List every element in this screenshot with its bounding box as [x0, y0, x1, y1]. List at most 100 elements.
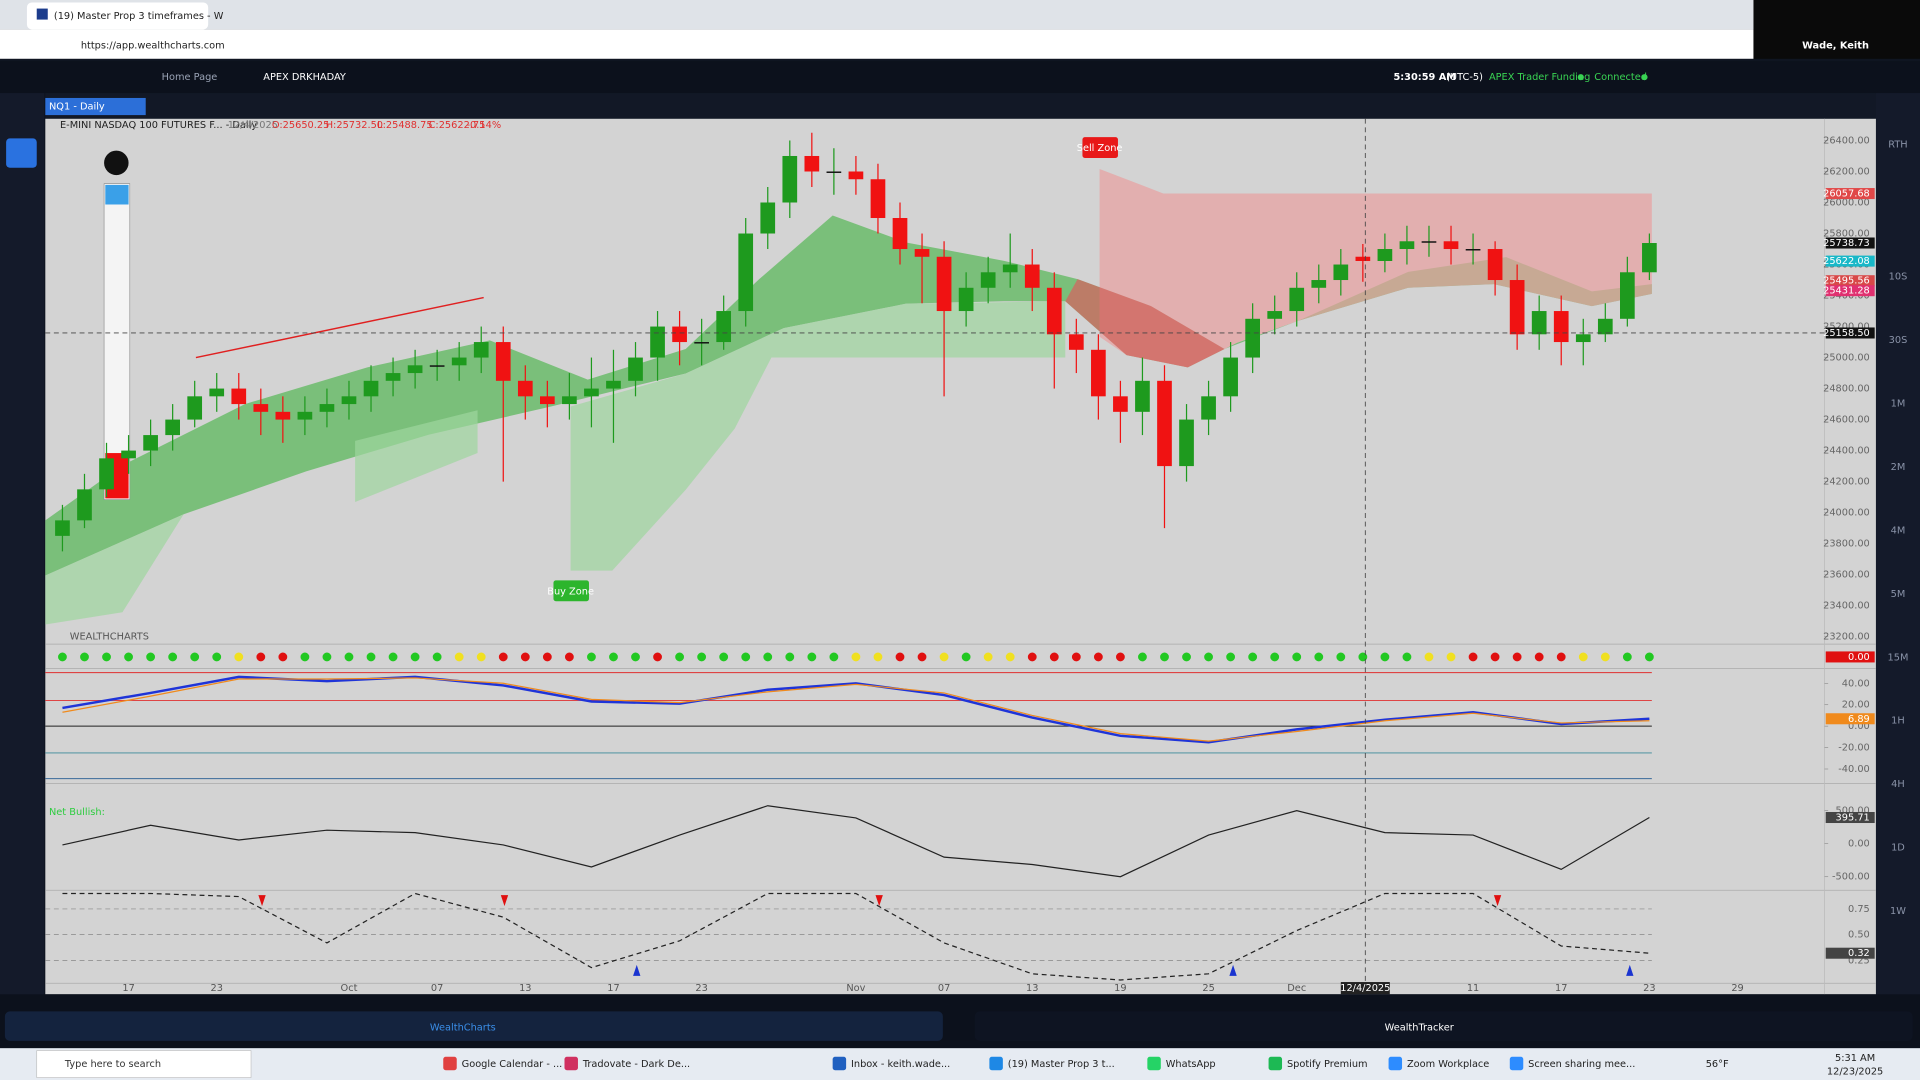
signal-dot: [168, 652, 178, 662]
signal-dot: [1402, 652, 1412, 662]
pin[interactable]: [104, 150, 129, 176]
candle-body: [848, 171, 864, 180]
timeframe[interactable]: 1H: [1891, 716, 1905, 727]
candle-body: [1642, 243, 1657, 273]
status-dot: [1577, 74, 1584, 81]
y-tick-label: 24000.00: [1823, 508, 1870, 519]
candle-body: [319, 404, 335, 412]
candle-body: [936, 256, 952, 312]
signal-dot: [1093, 652, 1103, 662]
timeframe[interactable]: 5M: [1891, 589, 1906, 600]
bottom-tab[interactable]: [974, 1011, 1913, 1041]
last-value-label: 0.00: [1848, 652, 1870, 663]
app-tab[interactable]: APEX DRKHADAY: [263, 72, 346, 83]
taskbar-item[interactable]: WhatsApp: [1166, 1059, 1216, 1070]
candle-body: [1620, 272, 1635, 319]
candle-body: [1201, 396, 1216, 420]
y-tick-label: 25800.00: [1823, 229, 1870, 240]
search-placeholder: Type here to search: [64, 1059, 161, 1070]
signal-dot: [322, 652, 332, 662]
timeframe[interactable]: 30S: [1889, 335, 1908, 346]
symbol-tab[interactable]: [45, 97, 146, 116]
symbol: NQ1 - Daily: [49, 102, 105, 113]
timeframe[interactable]: 4M: [1891, 525, 1906, 536]
timeframe[interactable]: 15M: [1888, 652, 1909, 663]
signal-dot: [587, 652, 596, 662]
user-name: Wade, Keith: [1802, 40, 1869, 51]
candle-body: [584, 388, 599, 397]
candle-body: [121, 450, 136, 459]
favicon: [36, 8, 48, 20]
price-label: 25431.28: [1823, 286, 1870, 297]
candle-body: [540, 396, 555, 405]
search-box[interactable]: [36, 1050, 252, 1078]
app-tab[interactable]: Home Page: [162, 72, 218, 83]
signal-dot: [1204, 652, 1213, 662]
taskbar-item[interactable]: Google Calendar - ...: [462, 1059, 563, 1070]
drawing-tools[interactable]: [103, 183, 131, 500]
timeframe[interactable]: 2M: [1891, 462, 1906, 473]
taskbar-item[interactable]: (19) Master Prop 3 t...: [1008, 1059, 1115, 1070]
app-icon: [989, 1056, 1003, 1071]
y-tick-label: 0.50: [1848, 930, 1870, 941]
y-tick-label: 40.00: [1842, 678, 1870, 689]
sell-signal: [258, 895, 1502, 907]
signal-dot: [1116, 652, 1125, 662]
price-label-box: [1825, 237, 1875, 249]
signal-dot: [80, 652, 89, 662]
y-tick-label: 24600.00: [1823, 415, 1870, 426]
timeframe[interactable]: 4H: [1891, 779, 1905, 790]
candle-body: [451, 357, 467, 366]
signal-dot: [256, 652, 266, 662]
taskbar-item[interactable]: Screen sharing mee...: [1528, 1059, 1635, 1070]
taskbar-item[interactable]: Spotify Premium: [1287, 1059, 1368, 1070]
candle-body: [341, 396, 357, 405]
signal-dot: [917, 652, 927, 662]
price-label: 26057.68: [1823, 189, 1870, 200]
taskbar-item[interactable]: Inbox - keith.wade...: [851, 1059, 950, 1070]
candle-body: [77, 489, 92, 521]
y-tick-label: -20.00: [1838, 743, 1870, 754]
price-label-box: [1825, 188, 1875, 200]
y-tick-label: -500.00: [1832, 872, 1870, 883]
x-tick-label: Dec: [1287, 983, 1306, 994]
timeframe[interactable]: 1D: [1891, 843, 1905, 854]
taskbar-item[interactable]: Tradovate - Dark De...: [582, 1059, 690, 1070]
last-value-box: [1825, 947, 1875, 959]
y-tick-label: 20.00: [1842, 700, 1870, 711]
candle-body: [672, 326, 687, 343]
indicator-line: [62, 892, 1650, 981]
x-tick-label: 07: [938, 983, 950, 994]
bottom-tab-label: WealthTracker: [1385, 1022, 1455, 1033]
legend-low: L:25488.75: [377, 120, 432, 131]
app-icon: [564, 1056, 578, 1071]
crosshair-date: 12/4/2025: [1340, 983, 1390, 994]
candle-body: [1333, 264, 1349, 281]
x-tick-label: 17: [122, 983, 134, 994]
signal-dot: [454, 652, 464, 662]
y-tick-label: 23600.00: [1823, 570, 1870, 581]
signal-dot: [542, 652, 552, 662]
y-tick-label: 0.25: [1848, 955, 1870, 966]
taskbar-item[interactable]: Zoom Workplace: [1407, 1059, 1489, 1070]
signal-dot: [388, 652, 398, 662]
legend-open: O:25650.25: [272, 120, 330, 131]
add-button[interactable]: [6, 138, 37, 168]
timeframe[interactable]: 1W: [1890, 906, 1906, 917]
candle-body: [958, 287, 974, 312]
timeframe[interactable]: 10S: [1889, 272, 1908, 283]
candle-body: [1068, 334, 1084, 350]
timeframe[interactable]: 1M: [1891, 399, 1906, 410]
x-tick-label: 17: [607, 983, 619, 994]
y-tick-label: 24200.00: [1823, 477, 1870, 488]
y-tick-label: 23200.00: [1823, 632, 1870, 643]
candle-body: [562, 396, 577, 405]
signal-dot: [212, 652, 222, 662]
signal-dot: [432, 652, 442, 662]
url[interactable]: https://app.wealthcharts.com: [81, 40, 225, 51]
y-tick-label: 500.00: [1836, 806, 1870, 817]
candle-body: [1289, 287, 1305, 312]
tool-selected[interactable]: [105, 184, 129, 205]
browser-tab[interactable]: [26, 2, 209, 30]
bottom-tab[interactable]: [4, 1011, 943, 1041]
